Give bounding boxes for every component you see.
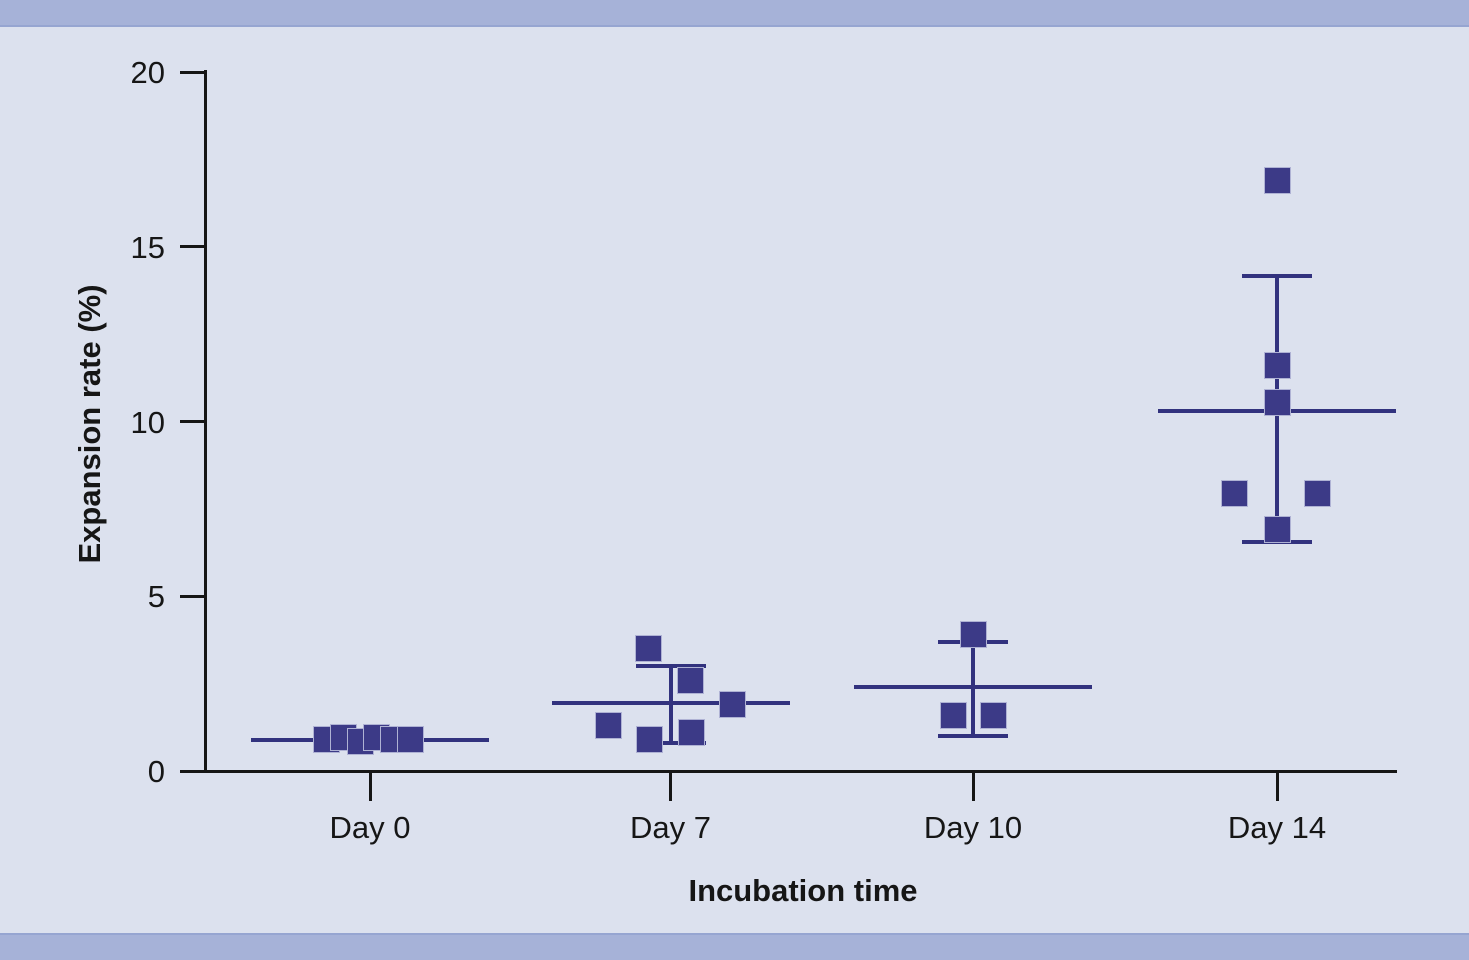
y-axis-title: Expansion rate (%) — [72, 284, 107, 564]
y-tick-label: 10 — [130, 404, 165, 440]
x-tick — [669, 772, 672, 801]
y-tick — [180, 594, 205, 598]
mean-line — [854, 685, 1092, 690]
data-point-square — [635, 635, 662, 663]
bottom-border-band — [0, 933, 1469, 960]
y-tick — [180, 245, 205, 249]
x-axis-title: Incubation time — [688, 873, 918, 908]
data-point-square — [595, 712, 622, 740]
data-point-square — [979, 701, 1007, 729]
y-tick — [180, 420, 205, 423]
x-tick — [368, 772, 372, 801]
top-border-band — [0, 0, 1469, 27]
y-tick-label: 15 — [130, 229, 165, 265]
mean-line — [551, 700, 790, 705]
y-tick-label: 20 — [130, 55, 165, 90]
data-point-square — [939, 701, 967, 729]
y-tick-label: 5 — [147, 579, 165, 615]
x-tick-label: Day 7 — [630, 810, 711, 845]
data-point-square — [1263, 166, 1291, 194]
y-tick-label: 0 — [147, 754, 165, 789]
error-bar-cap-top — [635, 664, 706, 669]
x-axis-line — [203, 769, 1397, 773]
data-point-square — [959, 621, 987, 649]
x-tick — [971, 772, 975, 801]
error-bar-cap-bottom — [938, 734, 1008, 739]
error-bar-cap-top — [1242, 274, 1312, 279]
x-tick-label: Day 10 — [923, 810, 1023, 845]
x-tick-label: Day 14 — [1227, 810, 1327, 845]
data-point-square — [1220, 479, 1248, 507]
data-point-square — [396, 726, 424, 754]
data-point-square — [1263, 352, 1291, 380]
data-point-square — [1303, 479, 1331, 507]
data-point-square — [678, 719, 705, 747]
y-tick — [180, 70, 205, 74]
data-point-square — [719, 691, 746, 719]
data-point-square — [1263, 516, 1291, 544]
data-point-square — [677, 666, 704, 694]
error-bar-cap-bottom — [635, 741, 706, 746]
data-point-square — [636, 726, 663, 754]
y-tick — [180, 769, 205, 773]
y-axis-line — [203, 70, 207, 773]
x-tick-label: Day 0 — [329, 810, 411, 845]
x-tick — [1275, 772, 1279, 801]
data-point-square — [1263, 388, 1291, 416]
